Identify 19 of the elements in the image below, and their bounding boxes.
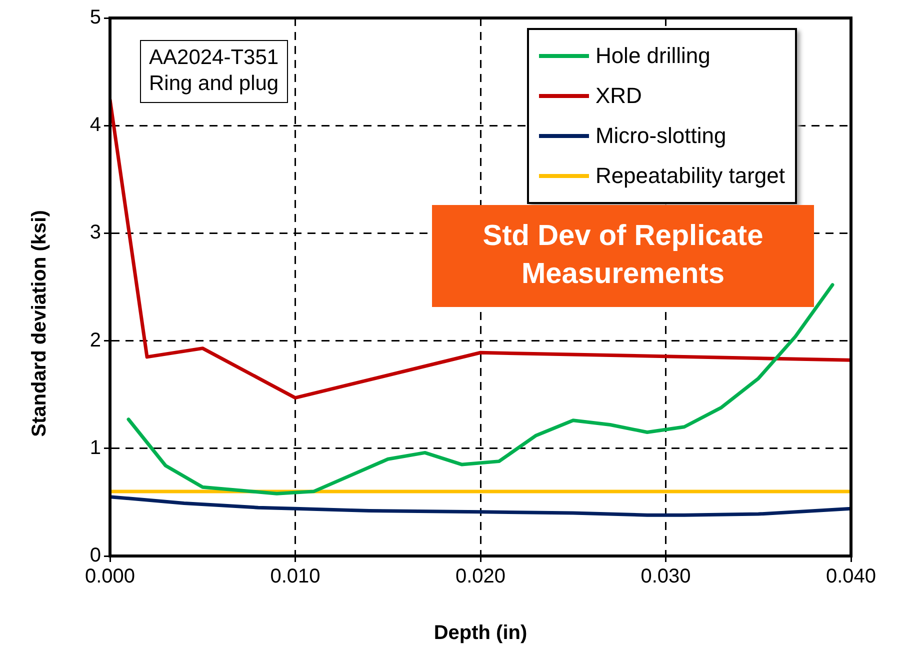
legend-label: Hole drilling [595, 43, 710, 69]
x-tick-label: 0.020 [455, 566, 506, 588]
y-tick-label: 1 [90, 436, 101, 459]
y-axis-title: Standard deviation (ksi) [28, 209, 52, 439]
legend-label: Repeatability target [595, 163, 785, 189]
note-box: AA2024-T351 Ring and plug [140, 40, 288, 102]
y-tick-label: 4 [90, 114, 101, 136]
callout-box: Std Dev of Replicate Measurements [432, 205, 814, 307]
legend-label: Micro-slotting [595, 123, 726, 149]
y-tick-label: 0 [90, 544, 101, 567]
x-tick-label: 0.030 [640, 566, 691, 588]
y-tick-label: 5 [90, 6, 101, 29]
x-tick-label: 0.000 [84, 566, 136, 588]
legend-label: XRD [595, 83, 642, 109]
y-tick-label: 3 [90, 222, 101, 244]
x-axis-title: Depth (in) [432, 622, 528, 645]
y-tick-label: 2 [90, 329, 101, 352]
x-tick-label: 0.010 [270, 566, 320, 588]
x-tick-label: 0.040 [826, 566, 876, 588]
